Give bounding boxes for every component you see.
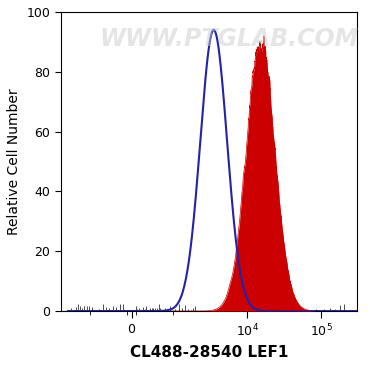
Y-axis label: Relative Cell Number: Relative Cell Number [7, 88, 21, 235]
Text: WWW.PTGLAB.COM: WWW.PTGLAB.COM [100, 27, 359, 51]
X-axis label: CL488-28540 LEF1: CL488-28540 LEF1 [130, 345, 288, 360]
